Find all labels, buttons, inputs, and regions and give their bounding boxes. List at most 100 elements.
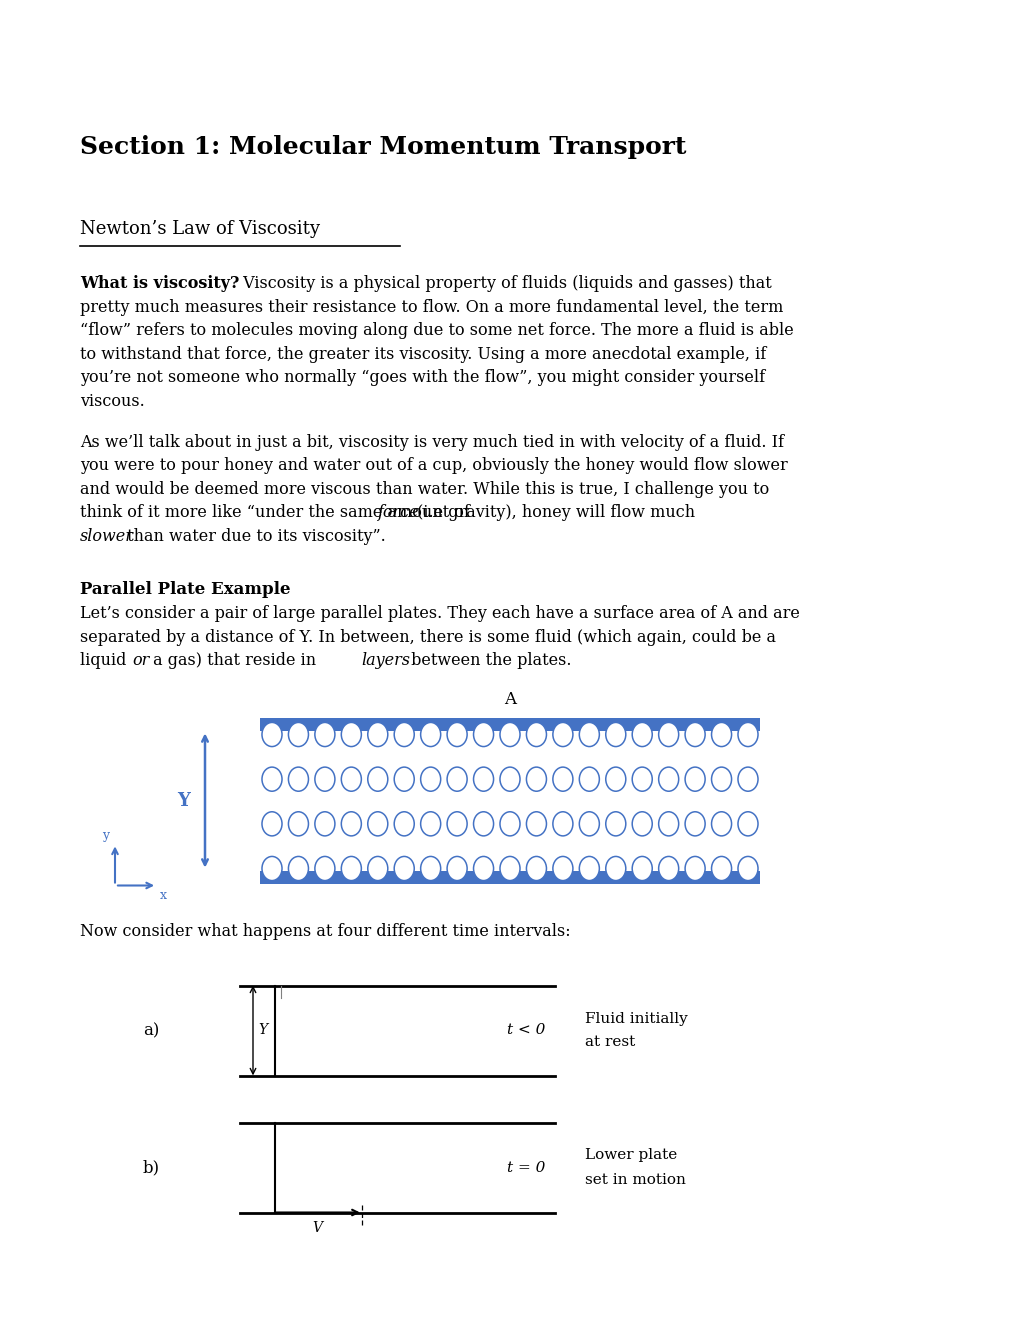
Ellipse shape <box>579 722 599 747</box>
Ellipse shape <box>393 812 414 836</box>
Text: y: y <box>102 829 109 842</box>
Text: between the plates.: between the plates. <box>406 652 571 669</box>
Text: t = 0: t = 0 <box>506 1160 544 1175</box>
Ellipse shape <box>738 767 757 791</box>
Ellipse shape <box>711 857 731 880</box>
Ellipse shape <box>499 812 520 836</box>
Ellipse shape <box>315 767 334 791</box>
Text: Parallel Plate Example: Parallel Plate Example <box>79 582 290 598</box>
Ellipse shape <box>368 857 387 880</box>
Text: to withstand that force, the greater its viscosity. Using a more anecdotal examp: to withstand that force, the greater its… <box>79 346 765 363</box>
Text: “flow” refers to molecules moving along due to some net force. The more a fluid : “flow” refers to molecules moving along … <box>79 322 793 339</box>
Ellipse shape <box>632 722 651 747</box>
Ellipse shape <box>658 767 678 791</box>
Ellipse shape <box>473 722 493 747</box>
Text: at rest: at rest <box>585 1035 635 1049</box>
Text: Lower plate: Lower plate <box>585 1148 677 1163</box>
Text: Newton’s Law of Viscosity: Newton’s Law of Viscosity <box>79 220 320 238</box>
Text: As we’ll talk about in just a bit, viscosity is very much tied in with velocity : As we’ll talk about in just a bit, visco… <box>79 434 784 451</box>
Ellipse shape <box>685 767 704 791</box>
Text: Y: Y <box>177 792 190 809</box>
Ellipse shape <box>473 857 493 880</box>
Text: Viscosity is a physical property of fluids (liquids and gasses) that: Viscosity is a physical property of flui… <box>237 275 770 292</box>
Text: slower: slower <box>79 528 133 545</box>
Ellipse shape <box>420 857 440 880</box>
Ellipse shape <box>315 722 334 747</box>
Ellipse shape <box>446 767 467 791</box>
Ellipse shape <box>420 722 440 747</box>
Ellipse shape <box>526 767 546 791</box>
Ellipse shape <box>368 722 387 747</box>
Text: a): a) <box>144 1022 160 1039</box>
Ellipse shape <box>552 722 573 747</box>
Ellipse shape <box>473 767 493 791</box>
Ellipse shape <box>499 857 520 880</box>
Ellipse shape <box>658 857 678 880</box>
Ellipse shape <box>262 812 281 836</box>
Ellipse shape <box>526 812 546 836</box>
Text: liquid: liquid <box>79 652 131 669</box>
Ellipse shape <box>262 767 281 791</box>
Ellipse shape <box>738 857 757 880</box>
Ellipse shape <box>499 722 520 747</box>
Ellipse shape <box>499 767 520 791</box>
Ellipse shape <box>605 812 626 836</box>
Ellipse shape <box>658 722 678 747</box>
Text: think of it more like “under the same amount of: think of it more like “under the same am… <box>79 504 475 521</box>
Ellipse shape <box>288 812 308 836</box>
Ellipse shape <box>526 857 546 880</box>
Ellipse shape <box>288 857 308 880</box>
Ellipse shape <box>552 857 573 880</box>
Ellipse shape <box>262 722 281 747</box>
Ellipse shape <box>446 857 467 880</box>
Ellipse shape <box>711 812 731 836</box>
Bar <box>260 718 759 730</box>
Ellipse shape <box>632 767 651 791</box>
Ellipse shape <box>632 857 651 880</box>
Ellipse shape <box>605 857 626 880</box>
Ellipse shape <box>341 767 361 791</box>
Text: force: force <box>377 504 419 521</box>
Ellipse shape <box>288 722 308 747</box>
Bar <box>260 870 759 883</box>
Ellipse shape <box>262 857 281 880</box>
Text: b): b) <box>143 1159 160 1176</box>
Text: set in motion: set in motion <box>585 1172 685 1187</box>
Ellipse shape <box>420 767 440 791</box>
Ellipse shape <box>446 812 467 836</box>
Ellipse shape <box>685 722 704 747</box>
Ellipse shape <box>341 857 361 880</box>
Text: What is viscosity?: What is viscosity? <box>79 275 239 292</box>
Text: than water due to its viscosity”.: than water due to its viscosity”. <box>122 528 385 545</box>
Ellipse shape <box>605 767 626 791</box>
Text: pretty much measures their resistance to flow. On a more fundamental level, the : pretty much measures their resistance to… <box>79 298 783 315</box>
Text: viscous.: viscous. <box>79 392 145 409</box>
Text: you’re not someone who normally “goes with the flow”, you might consider yoursel: you’re not someone who normally “goes wi… <box>79 370 764 385</box>
Ellipse shape <box>579 812 599 836</box>
Ellipse shape <box>632 812 651 836</box>
Ellipse shape <box>526 722 546 747</box>
Ellipse shape <box>315 857 334 880</box>
Ellipse shape <box>685 812 704 836</box>
Ellipse shape <box>711 767 731 791</box>
Ellipse shape <box>368 812 387 836</box>
Ellipse shape <box>473 812 493 836</box>
Ellipse shape <box>288 767 308 791</box>
Text: and would be deemed more viscous than water. While this is true, I challenge you: and would be deemed more viscous than wa… <box>79 480 768 498</box>
Text: or: or <box>131 652 149 669</box>
Text: x: x <box>160 888 167 902</box>
Ellipse shape <box>579 767 599 791</box>
Ellipse shape <box>393 857 414 880</box>
Ellipse shape <box>685 857 704 880</box>
Ellipse shape <box>738 722 757 747</box>
Ellipse shape <box>420 812 440 836</box>
Ellipse shape <box>738 812 757 836</box>
Text: A: A <box>503 690 516 708</box>
Text: Fluid initially: Fluid initially <box>585 1011 687 1026</box>
Text: Let’s consider a pair of large parallel plates. They each have a surface area of: Let’s consider a pair of large parallel … <box>79 605 799 622</box>
Ellipse shape <box>552 812 573 836</box>
Text: V: V <box>312 1221 322 1236</box>
Text: Now consider what happens at four different time intervals:: Now consider what happens at four differ… <box>79 924 570 940</box>
Ellipse shape <box>341 722 361 747</box>
Text: Y: Y <box>258 1023 267 1038</box>
